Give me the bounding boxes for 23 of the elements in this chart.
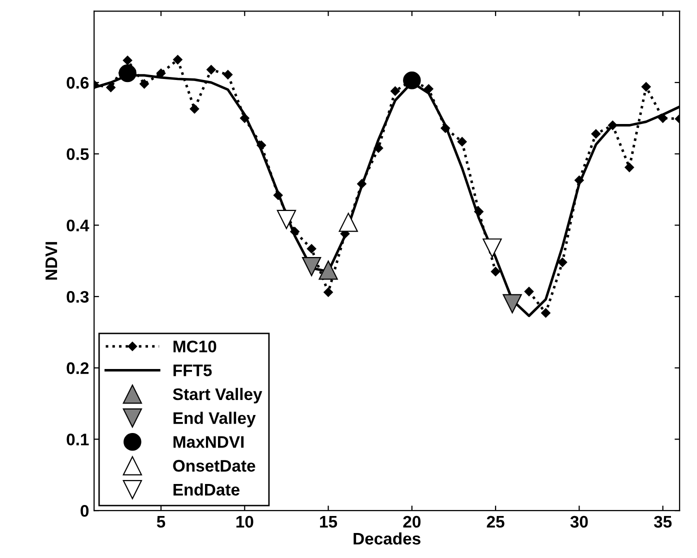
x-tick-label: 25: [486, 516, 504, 528]
legend-label: EndDate: [174, 483, 240, 496]
x-tick-label: 35: [654, 516, 672, 528]
y-axis-title: NDVI: [46, 242, 58, 280]
x-tick-label: 15: [320, 516, 338, 528]
legend-label: FFT5: [174, 364, 212, 376]
legend-label: MaxNDVI: [174, 436, 244, 448]
x-tick-label: 30: [570, 516, 588, 528]
legend-label: OnsetDate: [173, 460, 256, 472]
legend-label: End Valley: [174, 412, 256, 428]
y-tick-label: 0.3: [66, 290, 89, 303]
y-tick-label: 0.4: [66, 220, 90, 232]
y-tick-label: 0.1: [66, 434, 89, 446]
x-tick-label: 5: [156, 516, 166, 528]
x-axis-title: Decades: [354, 532, 420, 545]
y-tick-label: 0.6: [66, 76, 89, 89]
x-tick-label: 20: [403, 516, 421, 528]
y-tick-label: 0.5: [66, 148, 89, 160]
legend-label: MC10: [174, 340, 216, 352]
y-tick-label: 0.2: [66, 362, 89, 374]
legend-label: Start Valley: [172, 388, 262, 404]
y-tick-label: 0: [80, 504, 89, 517]
x-tick-label: 10: [236, 516, 254, 528]
